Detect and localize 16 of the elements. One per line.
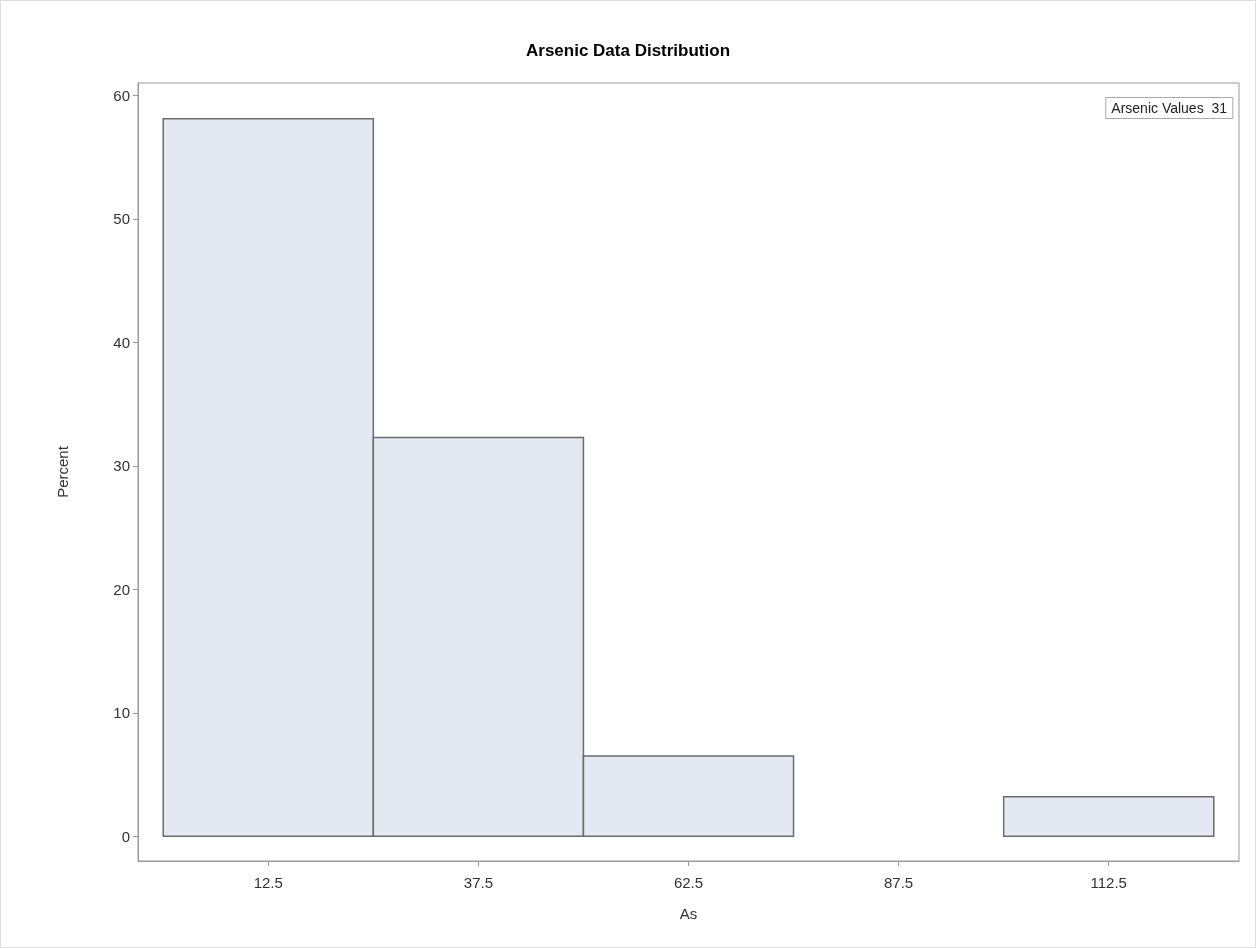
chart-title: Arsenic Data Distribution xyxy=(525,41,731,60)
y-axis-title: Percent xyxy=(54,445,71,498)
y-tick-label: 60 xyxy=(113,86,130,104)
y-tick-label: 0 xyxy=(121,827,130,845)
x-tick-label: 12.5 xyxy=(253,874,283,891)
y-tick-label: 50 xyxy=(113,210,130,228)
y-tick-label: 40 xyxy=(113,333,130,351)
annotation: Arsenic Values 31 xyxy=(1111,100,1228,116)
y-tick-label: 30 xyxy=(113,457,130,475)
x-axis-title: As xyxy=(679,905,698,922)
y-tick-label: 10 xyxy=(113,704,130,722)
x-tick-label: 112.5 xyxy=(1090,874,1127,891)
y-tick-label: 20 xyxy=(113,580,130,598)
x-tick-label: 37.5 xyxy=(463,874,493,891)
x-tick-label: 87.5 xyxy=(884,874,914,891)
x-tick-label: 62.5 xyxy=(673,874,704,891)
